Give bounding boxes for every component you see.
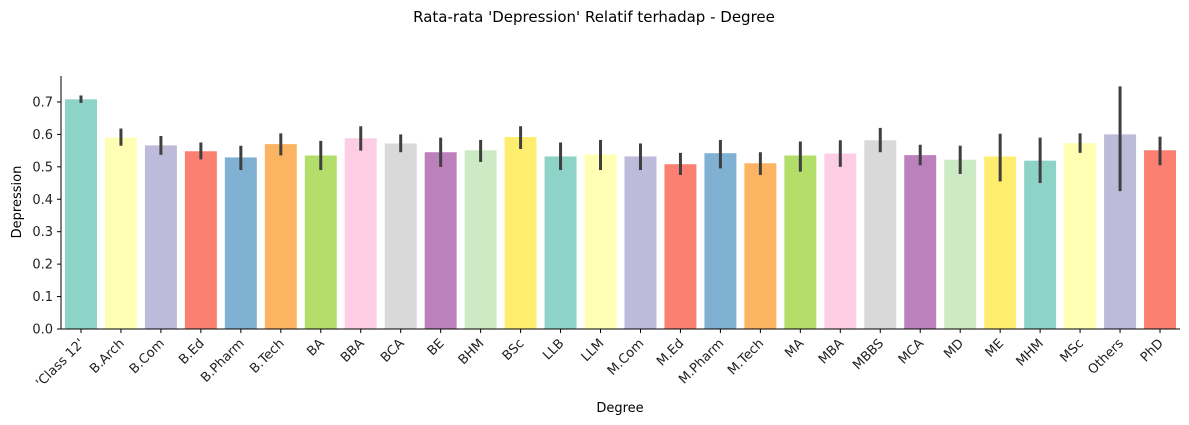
x-tick-label-7: BBA: [338, 336, 368, 366]
x-tick-label-26: Others: [1085, 336, 1127, 378]
y-tick-label-1: 0.1: [32, 290, 53, 305]
bar-5: [264, 144, 297, 329]
x-tick-label-14: M.Com: [605, 336, 647, 378]
x-tick-label-22: MD: [941, 336, 967, 362]
bar-6: [304, 155, 337, 329]
x-tick-label-15: M.Ed: [654, 336, 687, 369]
bar-9: [424, 152, 457, 329]
bar-4: [224, 157, 257, 329]
bar-24: [1024, 160, 1057, 329]
x-axis-label: Degree: [596, 401, 643, 416]
x-tick-label-8: BCA: [378, 336, 408, 366]
x-tick-label-23: ME: [983, 336, 1007, 360]
bars-group: [64, 99, 1177, 329]
x-tick-label-25: MSc: [1057, 336, 1086, 365]
bar-18: [784, 155, 817, 329]
x-tick-label-9: BE: [425, 336, 448, 359]
error-bars-group: [79, 86, 1162, 192]
x-tick-label-12: LLB: [540, 336, 567, 363]
bar-10: [464, 150, 497, 329]
bar-0: [64, 99, 97, 329]
x-tick-label-27: PhD: [1138, 336, 1167, 365]
x-tick-label-10: BHM: [456, 336, 488, 368]
x-tick-label-17: M.Tech: [725, 336, 767, 378]
bar-8: [384, 143, 417, 329]
x-tick-label-1: B.Arch: [87, 336, 128, 377]
bar-2: [144, 145, 177, 329]
y-tick-label-2: 0.2: [32, 258, 53, 273]
bar-12: [544, 156, 577, 329]
x-tick-label-21: MCA: [896, 336, 927, 367]
bar-21: [904, 155, 937, 329]
bar-1: [104, 137, 137, 329]
y-tick-label-7: 0.7: [32, 95, 53, 110]
bar-14: [624, 156, 657, 329]
x-tick-label-2: B.Com: [127, 336, 168, 377]
x-tick-label-18: MA: [782, 336, 807, 361]
y-axis: 0.0 0.1 0.2 0.3 0.4 0.5 0.6 0.7: [32, 76, 62, 338]
y-tick-label-0: 0.0: [32, 323, 53, 338]
x-tick-label-13: LLM: [579, 336, 608, 365]
x-tick-label-6: BA: [304, 336, 327, 359]
x-tick-label-3: B.Ed: [176, 336, 207, 367]
bar-15: [664, 164, 697, 329]
y-tick-label-5: 0.5: [32, 160, 53, 175]
x-tick-label-20: MBBS: [850, 336, 887, 373]
bar-22: [944, 159, 977, 329]
y-tick-label-3: 0.3: [32, 225, 53, 240]
bar-19: [824, 153, 857, 329]
bar-16: [704, 153, 737, 329]
bar-11: [504, 136, 537, 329]
x-tick-label-0: 'Class 12': [33, 336, 87, 390]
bar-20: [864, 140, 897, 329]
bar-3: [184, 151, 217, 329]
bar-13: [584, 154, 617, 329]
x-tick-label-4: B.Pharm: [198, 336, 247, 385]
x-tick-label-11: BSc: [500, 336, 528, 364]
chart-title: Rata-rata 'Depression' Relatif terhadap …: [413, 8, 775, 26]
x-axis: 'Class 12' B.Arch B.Com B.EdB.Pharm B.Tech BA…: [33, 328, 1180, 391]
y-axis-label: Depression: [10, 166, 25, 239]
y-tick-label-4: 0.4: [32, 193, 53, 208]
bar-17: [744, 163, 777, 329]
x-tick-label-5: B.Tech: [247, 336, 287, 376]
x-tick-label-19: MBA: [816, 336, 847, 367]
x-tick-label-24: MHM: [1014, 336, 1047, 369]
bar-23: [984, 156, 1017, 329]
bar-25: [1064, 143, 1097, 329]
y-tick-label-6: 0.6: [32, 128, 53, 143]
bar-7: [344, 138, 377, 329]
bar-27: [1144, 150, 1177, 329]
